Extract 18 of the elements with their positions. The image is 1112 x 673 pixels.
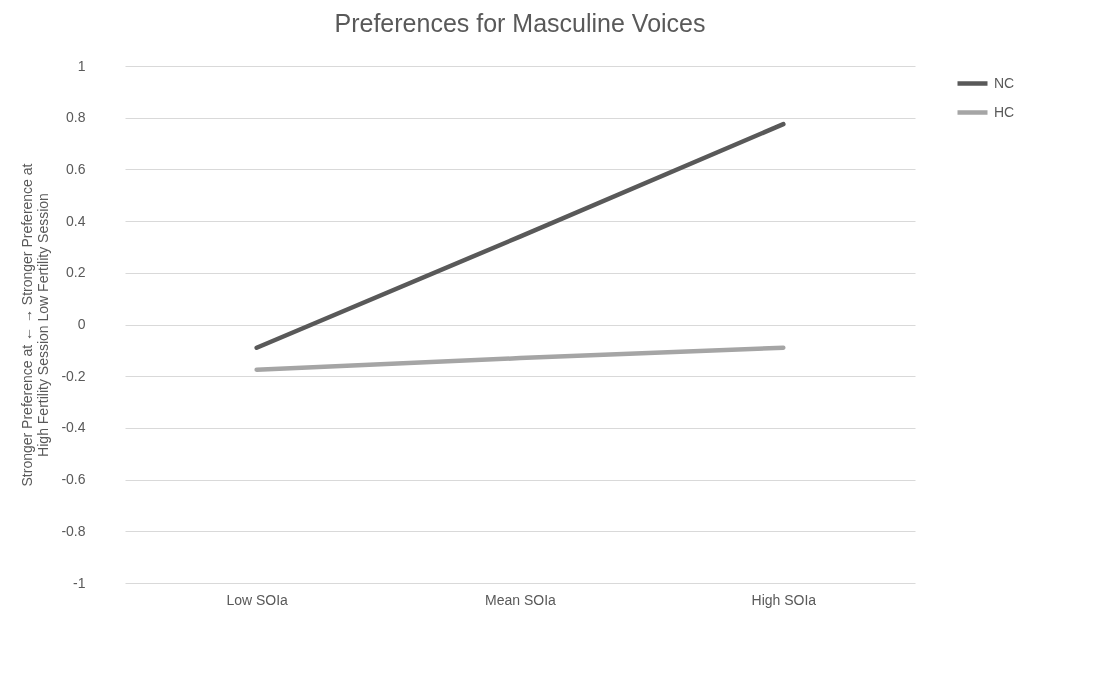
y-tick-label: 0.2 [66, 264, 86, 281]
legend-label: HC [994, 103, 1015, 120]
y-tick-label: -0.8 [61, 522, 86, 539]
y-tick-label: -0.4 [61, 419, 86, 436]
y-tick-label: 0.6 [66, 160, 86, 177]
chart-title: Preferences for Masculine Voices [334, 9, 706, 37]
y-tick-label: 1 [77, 57, 86, 74]
y-tick-label: -0.6 [61, 471, 86, 488]
legend-label: NC [994, 74, 1015, 91]
y-tick-label: -1 [73, 574, 86, 591]
y-tick-label: 0.4 [66, 212, 86, 229]
y-tick-label: -0.2 [61, 367, 86, 384]
x-tick-label: Low SOIa [226, 591, 289, 608]
x-tick-label: High SOIa [751, 591, 817, 608]
y-tick-label: 0 [77, 316, 86, 332]
x-tick-label: Mean SOIa [485, 591, 557, 608]
y-axis-title: Stronger Preference at ← → Stronger Preference at High Fertility Session Low Fertility Session [19, 163, 52, 487]
y-tick-label: 0.8 [66, 109, 86, 126]
